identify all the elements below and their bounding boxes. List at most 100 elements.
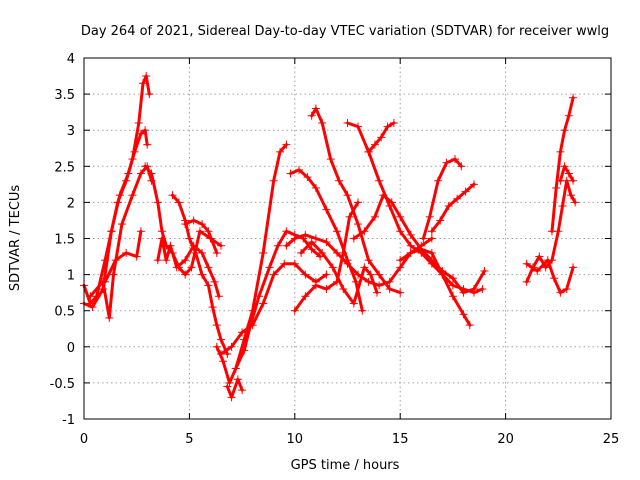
- data-point: [132, 252, 141, 261]
- data-point: [157, 227, 166, 236]
- x-tick-label: 5: [185, 432, 193, 447]
- data-point: [547, 227, 556, 236]
- data-point: [139, 79, 148, 88]
- data-point: [343, 191, 352, 200]
- data-point: [225, 378, 234, 387]
- data-point: [174, 198, 183, 207]
- data-point: [375, 281, 384, 290]
- data-point: [541, 263, 550, 272]
- data-point: [375, 176, 384, 185]
- data-point: [427, 227, 436, 236]
- data-point: [406, 248, 415, 257]
- data-point: [326, 155, 335, 164]
- data-point: [290, 259, 299, 268]
- data-point: [370, 140, 379, 149]
- data-point: [354, 270, 363, 279]
- data-point: [375, 270, 384, 279]
- y-tick-label: 2: [67, 196, 75, 211]
- data-point: [480, 266, 489, 275]
- data-point: [311, 281, 320, 290]
- data-point: [349, 234, 358, 243]
- data-point: [566, 191, 575, 200]
- data-point: [322, 205, 331, 214]
- data-point: [122, 248, 131, 257]
- data-point: [181, 256, 190, 265]
- data-point: [286, 169, 295, 178]
- series-line: [82, 128, 149, 309]
- data-point: [290, 306, 299, 315]
- data-point: [571, 198, 580, 207]
- data-point: [459, 310, 468, 319]
- data-point: [143, 140, 152, 149]
- series-line: [558, 164, 575, 183]
- data-point: [307, 111, 316, 120]
- data-point: [185, 234, 194, 243]
- x-tick-label: 25: [603, 432, 620, 447]
- data-point: [453, 194, 462, 203]
- data-point: [459, 288, 468, 297]
- data-point: [396, 212, 405, 221]
- data-point: [387, 198, 396, 207]
- data-point: [259, 299, 268, 308]
- data-point: [166, 241, 175, 250]
- y-tick-label: 4: [67, 52, 75, 67]
- data-point: [141, 162, 150, 171]
- data-point: [354, 220, 363, 229]
- data-point: [130, 147, 139, 156]
- data-point: [328, 263, 337, 272]
- data-point: [354, 122, 363, 131]
- data-point: [231, 364, 240, 373]
- data-point: [396, 256, 405, 265]
- data-point: [564, 169, 573, 178]
- data-point: [335, 176, 344, 185]
- data-point: [162, 256, 171, 265]
- data-point: [322, 270, 331, 279]
- data-point: [552, 183, 561, 192]
- data-point: [86, 292, 95, 301]
- data-point: [187, 263, 196, 272]
- data-point: [522, 277, 531, 286]
- series-line: [421, 157, 463, 240]
- data-point: [273, 241, 282, 250]
- data-point: [254, 292, 263, 301]
- data-point: [385, 277, 394, 286]
- series-line: [550, 96, 575, 233]
- data-point: [115, 191, 124, 200]
- data-point: [124, 169, 133, 178]
- data-point: [282, 140, 291, 149]
- data-point: [351, 277, 360, 286]
- data-point: [550, 274, 559, 283]
- data-point: [153, 198, 162, 207]
- data-point: [396, 263, 405, 272]
- data-point: [569, 176, 578, 185]
- data-point: [191, 248, 200, 257]
- data-point: [238, 328, 247, 337]
- data-point: [569, 93, 578, 102]
- chart-title: Day 264 of 2021, Sidereal Day-to-day VTE…: [81, 24, 609, 39]
- data-point: [448, 281, 457, 290]
- data-point: [373, 288, 382, 297]
- data-point: [560, 162, 569, 171]
- data-point: [396, 288, 405, 297]
- data-point: [465, 321, 474, 330]
- data-point: [425, 212, 434, 221]
- data-point: [360, 227, 369, 236]
- data-point: [448, 292, 457, 301]
- data-point: [219, 357, 228, 366]
- data-point: [383, 122, 392, 131]
- y-tick-label: 0: [67, 341, 75, 356]
- data-point: [269, 176, 278, 185]
- data-point: [181, 270, 190, 279]
- data-point: [212, 248, 221, 257]
- data-point: [134, 118, 143, 127]
- series-line: [293, 200, 360, 313]
- data-point: [307, 238, 316, 247]
- data-point: [311, 234, 320, 243]
- data-point: [248, 321, 257, 330]
- data-point: [136, 169, 145, 178]
- data-point: [198, 220, 207, 229]
- series-line: [234, 229, 322, 370]
- data-point: [301, 230, 310, 239]
- series-line: [352, 193, 486, 295]
- data-point: [556, 176, 565, 185]
